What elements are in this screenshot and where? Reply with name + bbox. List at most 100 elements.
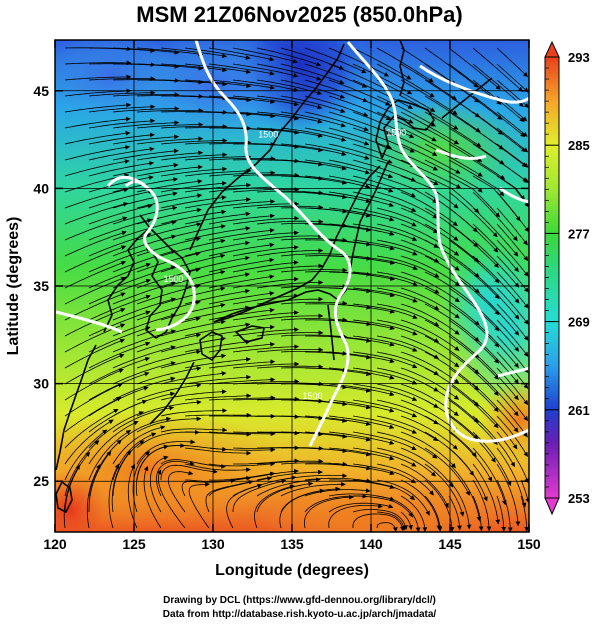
streamline [496,191,529,233]
streamline [184,357,251,369]
streamline [112,92,180,97]
streamline [184,393,252,401]
streamline [424,47,479,88]
streamline [424,479,455,532]
streamline [64,159,130,177]
streamline [88,247,152,273]
streamline [208,377,276,385]
streamline [64,276,126,305]
streamline [208,431,276,437]
streamline [64,338,125,369]
streamline [352,303,418,319]
streamline [352,383,418,401]
y-tick-label: 25 [33,473,49,489]
streamline [232,95,299,107]
streamline [208,307,275,321]
streamline [376,399,439,425]
streamline [448,479,472,530]
streamline [88,161,155,177]
streamline [376,415,439,442]
streamline [376,287,440,310]
streamline [111,450,132,513]
streamline [256,481,314,513]
streamline [328,223,395,236]
streamline [328,415,395,429]
streamline [256,364,324,370]
streamline [328,127,393,150]
streamline [135,444,169,497]
streamline [424,447,470,496]
streamline [496,287,529,325]
streamline [88,341,151,369]
streamline [64,60,132,66]
streamline [424,351,480,391]
streamline [376,239,440,263]
streamline [448,415,496,463]
streamline [136,150,204,161]
streamline [112,220,177,241]
streamline [136,332,202,353]
streamline [304,111,369,132]
streamline [424,303,480,342]
streamline [376,255,440,278]
streamline [64,451,91,513]
streamline [64,116,131,129]
streamline [448,383,499,429]
streamline [424,367,479,407]
streamline [496,271,529,309]
streamline [520,495,529,532]
streamline [184,322,251,337]
streamline [472,255,520,304]
streamline [472,287,520,336]
streamline [472,159,525,201]
streamline [496,111,528,137]
streamline [136,193,203,209]
streamline [376,479,430,516]
streamline [352,95,414,124]
streamline [328,79,391,106]
streamline [208,257,275,273]
streamline [424,495,443,532]
streamline [232,172,300,178]
streamline [88,411,144,449]
streamline [352,399,418,418]
streamline [160,152,228,161]
streamline [376,522,398,532]
streamline [352,191,417,212]
streamline [112,120,180,129]
streamline [88,356,150,385]
streamline [448,319,500,364]
streamline [328,255,395,265]
streamline [208,95,276,105]
streamline [496,495,507,532]
streamline [64,187,129,209]
y-tick-label: 30 [33,376,49,392]
streamline [63,464,81,529]
streamline [112,297,176,321]
y-tick-label: 45 [33,83,49,99]
streamline [64,245,127,273]
streamline [88,90,156,97]
streamline [136,47,204,57]
streamline [472,319,519,368]
streamline [112,134,180,145]
streamline [208,156,276,161]
x-axis-ticks: 120 125 130 135 140 145 150 [43,40,541,552]
streamline [112,162,179,177]
streamline [256,143,324,153]
streamline [232,230,299,241]
contour-se [497,366,529,378]
streamline [304,477,372,484]
streamline [328,191,394,207]
streamline [208,471,275,481]
streamline [232,430,300,436]
streamline [136,222,202,241]
streamline [112,391,176,417]
streamline [160,408,228,417]
contour-sw [55,310,123,334]
streamline [160,371,227,385]
streamline [184,140,252,145]
streamline [496,351,529,389]
streamline [328,303,395,314]
streamline [376,207,439,234]
